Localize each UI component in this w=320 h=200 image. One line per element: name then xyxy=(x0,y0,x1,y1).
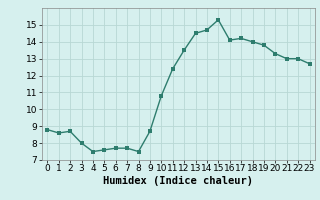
X-axis label: Humidex (Indice chaleur): Humidex (Indice chaleur) xyxy=(103,176,253,186)
